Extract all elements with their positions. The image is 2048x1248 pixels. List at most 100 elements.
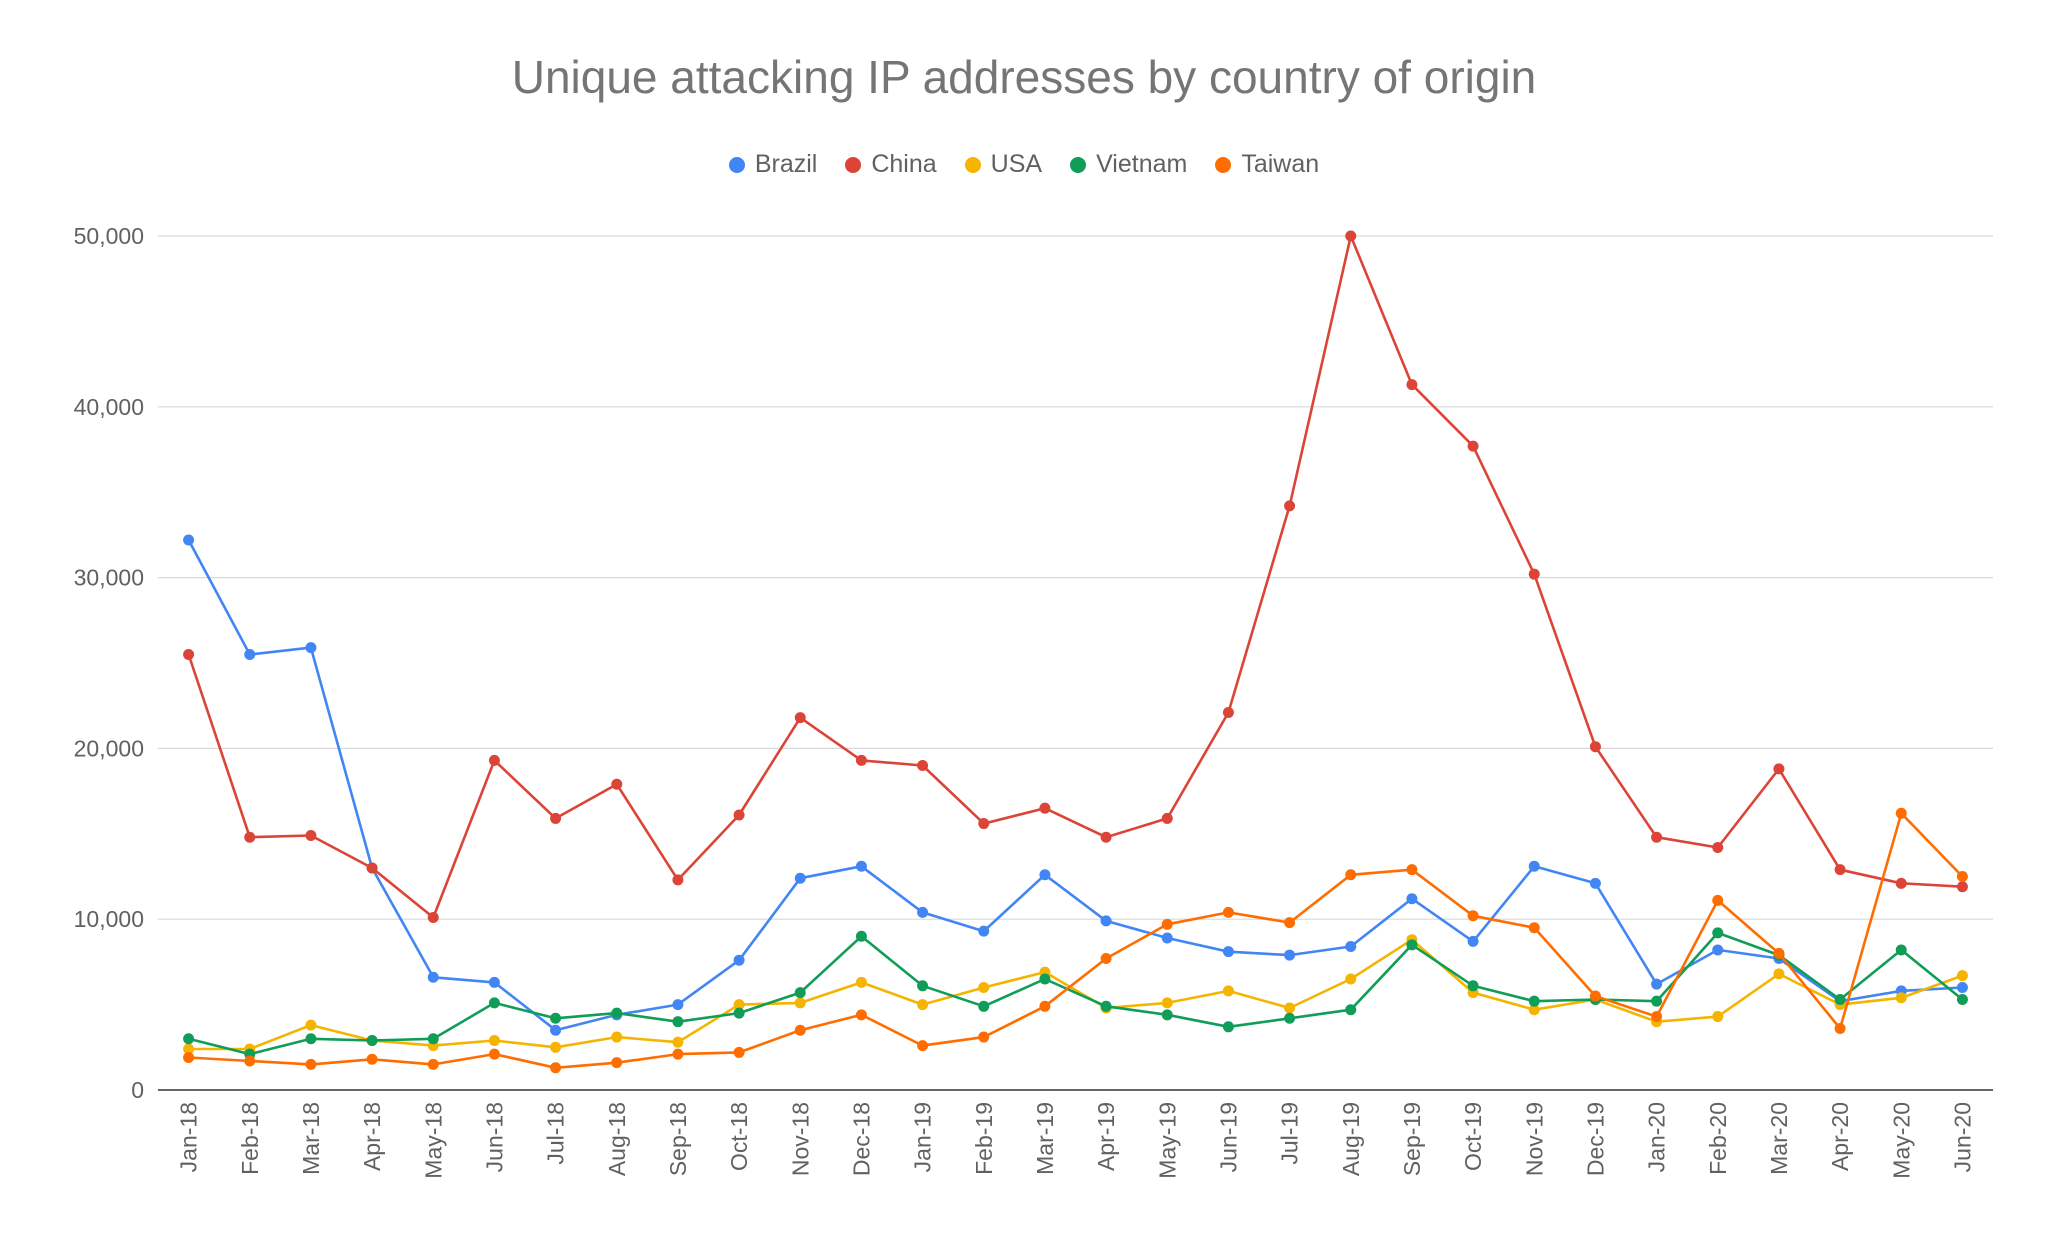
data-point-vietnam [1406,939,1418,951]
legend-item-vietnam: Vietnam [1070,150,1187,179]
data-point-vietnam [1895,944,1907,956]
data-point-vietnam [611,1007,623,1019]
x-tick-label: Jun-20 [1949,1102,1975,1172]
x-tick-label: Nov-19 [1521,1102,1547,1176]
data-point-vietnam [1712,927,1724,939]
x-axis-ticks: Jan-18 Feb-18 Mar-18 Apr-18 May-18 Jun-18 Jul-… [176,1102,1976,1179]
data-point-usa [305,1019,317,1031]
x-tick-label: Feb-18 [237,1102,263,1175]
data-point-vietnam [1467,980,1479,992]
data-point-china [1039,802,1051,814]
data-point-vietnam [1651,995,1663,1007]
legend-swatch [845,156,862,173]
data-point-taiwan [1284,917,1296,929]
data-point-brazil [1284,949,1296,961]
data-point-taiwan [1100,952,1112,964]
x-tick-label: Oct-19 [1460,1102,1486,1171]
data-point-vietnam [1222,1021,1234,1033]
data-point-vietnam [366,1034,378,1046]
chart-title: Unique attacking IP addresses by country… [511,51,1537,103]
data-point-usa [1222,985,1234,997]
legend-item-usa: USA [964,150,1043,179]
data-point-usa [1161,997,1173,1009]
x-tick-label: Jul-18 [543,1102,569,1165]
y-axis-ticks: 0 10,000 20,000 30,000 40,000 50,000 [74,223,144,1103]
data-point-usa [917,999,929,1011]
x-tick-label: Sep-18 [665,1102,691,1176]
data-point-china [672,874,684,886]
data-point-taiwan [244,1055,256,1067]
x-tick-label: Jun-19 [1215,1102,1241,1172]
data-point-china [1773,763,1785,775]
data-point-taiwan [427,1058,439,1070]
data-point-vietnam [305,1033,317,1045]
legend-swatch [964,156,981,173]
legend: Brazil China USA Vietnam Taiwan [0,150,2048,179]
y-tick-label: 0 [131,1077,144,1103]
series-taiwan [183,807,1968,1074]
series-line-usa [188,938,1963,1051]
data-point-china [978,818,990,830]
series-line-vietnam [188,931,1964,1056]
data-point-taiwan [1039,1000,1051,1012]
x-tick-label: Apr-20 [1827,1102,1853,1171]
data-point-taiwan [305,1058,317,1070]
data-point-taiwan [1651,1011,1663,1023]
legend-item-china: China [845,150,937,179]
x-tick-label: May-19 [1154,1102,1180,1179]
data-point-brazil [1222,946,1234,958]
data-point-usa [611,1031,623,1043]
legend-label: China [871,150,937,178]
data-point-china [1651,831,1663,843]
data-point-vietnam [794,987,806,999]
data-point-brazil [917,906,929,918]
x-tick-label: Mar-19 [1032,1102,1058,1175]
y-tick-label: 50,000 [74,223,144,249]
x-tick-label: May-18 [420,1102,446,1179]
series-vietnam [183,927,1968,1060]
data-point-china [550,812,562,824]
data-point-taiwan [855,1009,867,1021]
legend-item-brazil: Brazil [728,150,818,179]
y-tick-label: 40,000 [74,394,144,420]
data-point-taiwan [1956,871,1968,882]
data-point-china [1895,877,1907,889]
data-point-taiwan [366,1053,378,1065]
data-point-vietnam [1345,1004,1357,1016]
y-tick-label: 10,000 [74,906,144,932]
data-point-brazil [1039,869,1051,881]
x-tick-label: Apr-18 [359,1102,385,1171]
x-tick-label: Jul-19 [1277,1102,1303,1165]
data-point-taiwan [672,1048,684,1060]
series-line-taiwan [188,811,1964,1070]
data-point-china [366,862,378,874]
x-tick-label: May-20 [1888,1102,1914,1179]
data-point-vietnam [917,980,929,992]
data-point-brazil [1406,893,1418,905]
data-point-taiwan [1222,906,1234,918]
data-point-brazil [1956,982,1968,994]
data-point-brazil [1345,941,1357,953]
series-layer [183,230,1968,1074]
x-tick-label: Dec-19 [1582,1102,1608,1176]
legend-label: USA [990,150,1043,178]
data-point-china [305,830,317,842]
data-point-taiwan [978,1031,990,1043]
data-point-usa [550,1041,562,1053]
data-point-taiwan [1528,922,1540,934]
data-point-china [733,809,745,821]
data-point-brazil [427,971,439,983]
data-point-brazil [1589,877,1601,889]
data-point-vietnam [855,930,867,942]
data-point-china [1161,812,1173,824]
data-point-china [1956,881,1968,893]
data-point-taiwan [1712,894,1724,906]
data-point-usa [488,1034,500,1046]
data-point-china [1528,568,1540,580]
x-tick-label: Aug-18 [604,1102,630,1176]
data-point-china [1712,841,1724,853]
data-point-usa [672,1036,684,1048]
data-point-taiwan [488,1048,500,1060]
data-point-usa [794,997,806,1009]
legend-label: Brazil [754,150,818,178]
